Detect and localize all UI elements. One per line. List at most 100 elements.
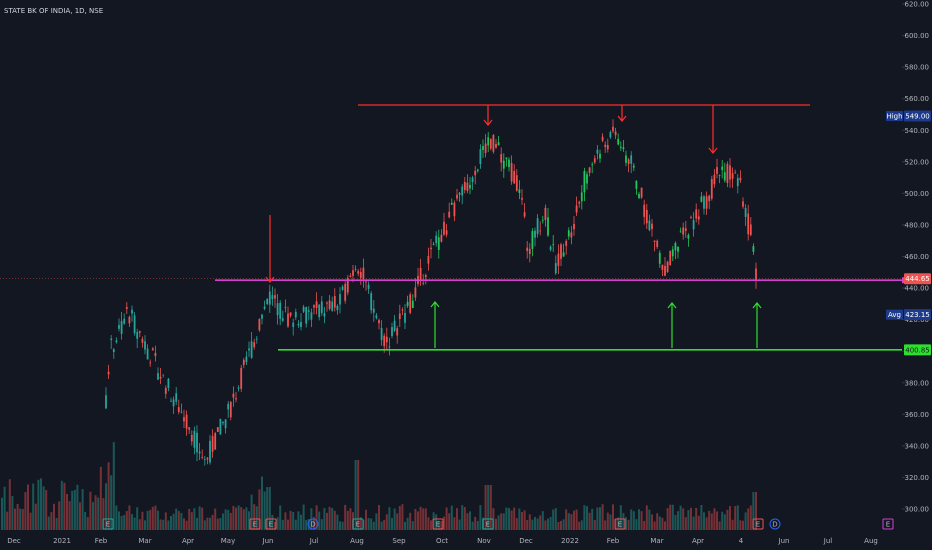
- volume-bar: [167, 520, 170, 530]
- candle-body: [105, 395, 107, 409]
- candle-body: [391, 327, 393, 337]
- volume-bar: [42, 486, 45, 530]
- candle-body: [736, 178, 739, 187]
- volume-bar: [404, 521, 406, 530]
- x-tick-label: 2022: [561, 537, 579, 545]
- volume-bar: [474, 516, 477, 530]
- candle-body: [677, 246, 679, 252]
- candle-body: [521, 197, 523, 200]
- candle-body: [115, 340, 118, 343]
- volume-bar: [378, 505, 380, 530]
- candle-body: [188, 427, 191, 430]
- volume-bar: [671, 504, 674, 530]
- candle-body: [229, 402, 232, 418]
- volume-bar: [505, 507, 508, 530]
- candle-body: [713, 174, 716, 185]
- volume-bar: [443, 516, 445, 530]
- volume-bar: [261, 476, 263, 530]
- candle-body: [164, 387, 167, 394]
- candle-body: [227, 403, 230, 410]
- y-tick-label: 360.00: [905, 411, 930, 419]
- x-tick-label: Feb: [607, 537, 620, 545]
- candle-body: [414, 287, 417, 298]
- candle-body: [383, 335, 386, 347]
- volume-bar: [609, 514, 612, 530]
- candle-body: [482, 146, 484, 150]
- candle-body: [341, 286, 344, 290]
- candle-body: [112, 349, 115, 353]
- volume-bar: [544, 520, 547, 530]
- candle-body: [534, 230, 536, 238]
- volume-bar: [484, 485, 487, 530]
- volume-bar: [11, 495, 14, 530]
- volume-bar: [175, 508, 178, 530]
- volume-bar: [721, 511, 724, 530]
- candle-body: [211, 436, 214, 452]
- candle-body: [245, 356, 248, 363]
- volume-bar: [523, 510, 526, 530]
- volume-bar: [710, 513, 713, 530]
- volume-bar: [89, 491, 92, 530]
- volume-bar: [450, 505, 453, 530]
- candle-body: [305, 307, 308, 324]
- volume-bar: [144, 520, 146, 530]
- volume-bar: [45, 490, 48, 530]
- volume-bar: [752, 492, 755, 530]
- volume-bar: [632, 511, 635, 530]
- volume-bar: [328, 506, 331, 530]
- volume-bar: [674, 514, 677, 530]
- volume-bar: [326, 512, 328, 530]
- candle-body: [419, 267, 422, 281]
- candle-body: [240, 367, 243, 389]
- candle-body: [333, 296, 336, 308]
- volume-bar: [71, 490, 74, 530]
- volume-bar: [149, 509, 152, 530]
- volume-bar: [235, 507, 237, 530]
- volume-bar: [346, 510, 349, 530]
- candle-body: [183, 417, 185, 422]
- x-tick-label: Dec: [519, 537, 533, 545]
- volume-bar: [396, 513, 399, 530]
- candle-body: [162, 374, 165, 376]
- volume-bar: [638, 509, 640, 530]
- volume-bar: [658, 516, 661, 530]
- candle-body: [747, 213, 750, 235]
- earnings-marker-letter: E: [253, 521, 257, 529]
- volume-bar: [560, 520, 562, 530]
- volume-bar: [567, 513, 570, 530]
- candle-body: [469, 184, 471, 189]
- volume-bar: [521, 512, 523, 530]
- volume-bar: [339, 521, 341, 530]
- volume-bar: [723, 514, 726, 530]
- volume-bar: [115, 505, 118, 530]
- candle-body: [242, 359, 245, 365]
- volume-bar: [666, 508, 669, 530]
- candle-body: [544, 207, 547, 220]
- volume-bar: [21, 509, 24, 530]
- volume-bar: [159, 519, 162, 530]
- dividend-marker-icon: [307, 518, 319, 530]
- high-badge-value-bg: [904, 110, 931, 122]
- volume-bar: [209, 517, 211, 530]
- volume-bar: [268, 486, 271, 530]
- volume-bar: [125, 511, 128, 530]
- x-tick-label: Aug: [350, 537, 364, 545]
- volume-bar: [684, 517, 687, 530]
- candle-body: [656, 240, 659, 247]
- candle-body: [352, 270, 354, 276]
- candle-body: [679, 231, 682, 233]
- candle-body: [695, 209, 698, 219]
- volume-bar: [281, 519, 284, 530]
- volume-bar: [653, 521, 656, 530]
- candle-body: [138, 331, 141, 333]
- candle-body: [645, 209, 648, 224]
- volume-bar: [198, 506, 201, 530]
- volume-bar: [575, 509, 578, 530]
- x-tick-label: Aug: [864, 537, 878, 545]
- volume-bar: [534, 516, 536, 530]
- volume-bar: [744, 512, 747, 530]
- volume-bar: [448, 513, 451, 530]
- volume-bar: [471, 521, 474, 530]
